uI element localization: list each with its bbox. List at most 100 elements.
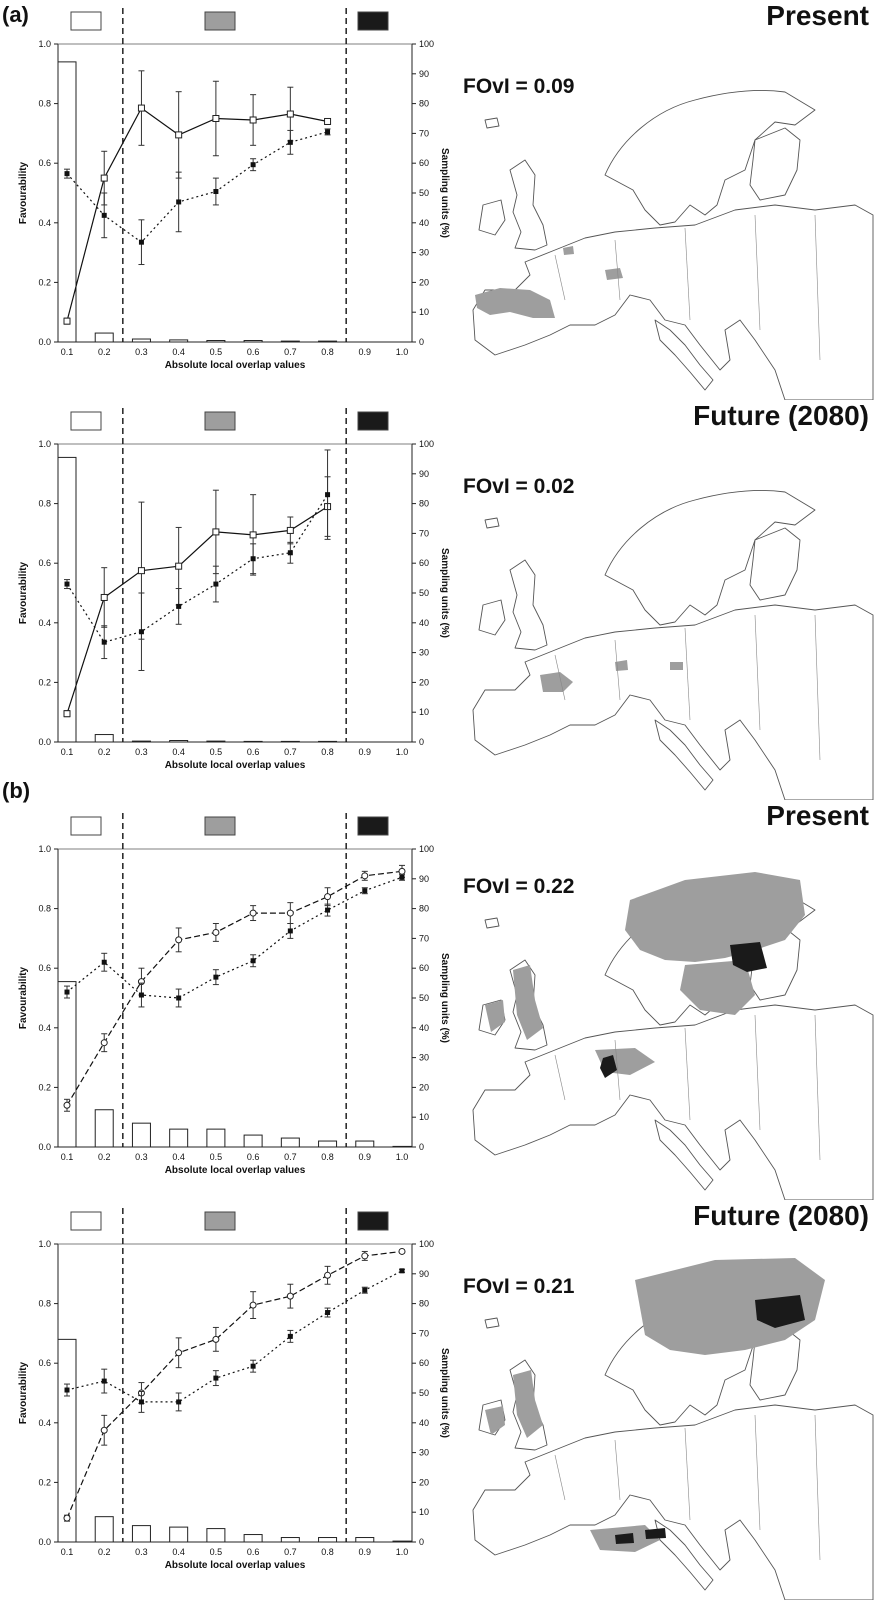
bar <box>280 340 300 343</box>
y-tick-label: 0.8 <box>38 1299 51 1309</box>
y2-tick-label: 0 <box>419 337 424 347</box>
y2-tick-label: 0 <box>419 737 424 747</box>
x-tick-label: 1.0 <box>396 747 409 757</box>
y2-tick-label: 80 <box>419 904 429 914</box>
data-point <box>286 909 294 917</box>
y2-tick-label: 40 <box>419 1418 429 1428</box>
land-outline <box>484 917 500 929</box>
data-point <box>138 1399 144 1405</box>
data-point <box>398 867 406 875</box>
y-axis-title: Favourability <box>18 1361 29 1424</box>
data-point <box>100 174 108 182</box>
fovl-label: FOvI = 0.22 <box>463 875 575 898</box>
bar <box>94 734 114 743</box>
data-point <box>362 888 368 894</box>
bar <box>131 338 151 343</box>
border-line <box>554 1454 566 1501</box>
data-point <box>175 936 183 944</box>
bar <box>57 456 77 743</box>
data-point <box>250 1363 256 1369</box>
data-point <box>286 526 294 534</box>
mid-overlap-area <box>635 1258 825 1355</box>
y2-tick-label: 100 <box>419 844 434 854</box>
x-tick-label: 0.7 <box>284 1547 297 1557</box>
bar <box>318 1140 338 1148</box>
bar <box>57 981 77 1148</box>
data-point <box>63 1514 71 1522</box>
y2-tick-label: 100 <box>419 439 434 449</box>
border-line <box>684 1427 691 1521</box>
data-point <box>213 189 219 195</box>
x-tick-label: 0.5 <box>210 1152 223 1162</box>
bar <box>243 340 263 343</box>
y2-tick-label: 60 <box>419 158 429 168</box>
chart-panel-b-present: 0.0 0.2 0.4 0.6 0.8 1.0 0 10 20 30 40 50 60 70 80 90 100… <box>18 813 450 1176</box>
chart-panel-a-future: 0.0 0.2 0.4 0.6 0.8 1.0 0 10 20 30 40 50 60 70 80 90 100… <box>18 408 450 771</box>
land-outline <box>654 719 714 791</box>
y2-tick-label: 20 <box>419 1477 429 1487</box>
data-point <box>249 116 257 124</box>
land-outline <box>654 1119 714 1191</box>
map-title: Present <box>766 0 869 31</box>
data-point <box>213 581 219 587</box>
y2-tick-label: 40 <box>419 218 429 228</box>
y-tick-label: 0.6 <box>38 558 51 568</box>
x-tick-label: 0.5 <box>210 747 223 757</box>
bar <box>243 740 263 743</box>
mid-overlap-area <box>485 1000 505 1032</box>
data-point <box>100 593 108 601</box>
x-tick-label: 0.8 <box>321 1152 334 1162</box>
border-line <box>684 227 691 321</box>
y2-tick-label: 90 <box>419 874 429 884</box>
data-point <box>250 162 256 168</box>
mid-overlap-area <box>475 288 555 318</box>
y2-tick-label: 30 <box>419 248 429 258</box>
legend-swatch-mid <box>204 11 236 31</box>
y2-tick-label: 70 <box>419 933 429 943</box>
y2-tick-label: 10 <box>419 707 429 717</box>
section-label-b: (b) <box>2 778 31 803</box>
data-point <box>64 989 70 995</box>
y2-tick-label: 70 <box>419 128 429 138</box>
data-point <box>250 958 256 964</box>
y2-tick-label: 70 <box>419 1328 429 1338</box>
data-point <box>212 1335 220 1343</box>
y-tick-label: 0.4 <box>38 1023 51 1033</box>
border-line <box>554 1054 566 1101</box>
land-outline <box>654 319 714 391</box>
bar <box>243 1534 263 1543</box>
bar <box>206 740 226 743</box>
y-tick-label: 1.0 <box>38 439 51 449</box>
y-tick-label: 0.4 <box>38 618 51 628</box>
data-point <box>175 131 183 139</box>
y2-tick-label: 30 <box>419 648 429 658</box>
bar <box>169 740 189 743</box>
data-point <box>138 629 144 635</box>
land-outline <box>478 599 506 636</box>
y2-tick-label: 10 <box>419 307 429 317</box>
x-tick-label: 0.9 <box>359 747 372 757</box>
data-point <box>361 1252 369 1260</box>
legend-swatch-low <box>70 11 102 31</box>
legend-swatch-mid <box>204 816 236 836</box>
high-overlap-area <box>755 1295 805 1328</box>
y2-tick-label: 80 <box>419 1299 429 1309</box>
data-point <box>324 117 332 125</box>
land-outline <box>604 490 816 626</box>
land-outline <box>509 559 548 651</box>
x-axis-title: Absolute local overlap values <box>165 1560 306 1571</box>
y2-tick-label: 90 <box>419 1269 429 1279</box>
bar <box>318 740 338 743</box>
mid-overlap-area <box>563 246 574 255</box>
bar <box>131 740 151 743</box>
x-tick-label: 0.6 <box>247 747 260 757</box>
y2-tick-label: 70 <box>419 528 429 538</box>
y2-tick-label: 90 <box>419 69 429 79</box>
x-tick-label: 1.0 <box>396 347 409 357</box>
border-line <box>554 254 566 301</box>
bar <box>169 1128 189 1148</box>
y2-tick-label: 60 <box>419 1358 429 1368</box>
mid-overlap-area <box>513 1370 543 1438</box>
y2-tick-label: 20 <box>419 277 429 287</box>
border-line <box>684 1027 691 1121</box>
